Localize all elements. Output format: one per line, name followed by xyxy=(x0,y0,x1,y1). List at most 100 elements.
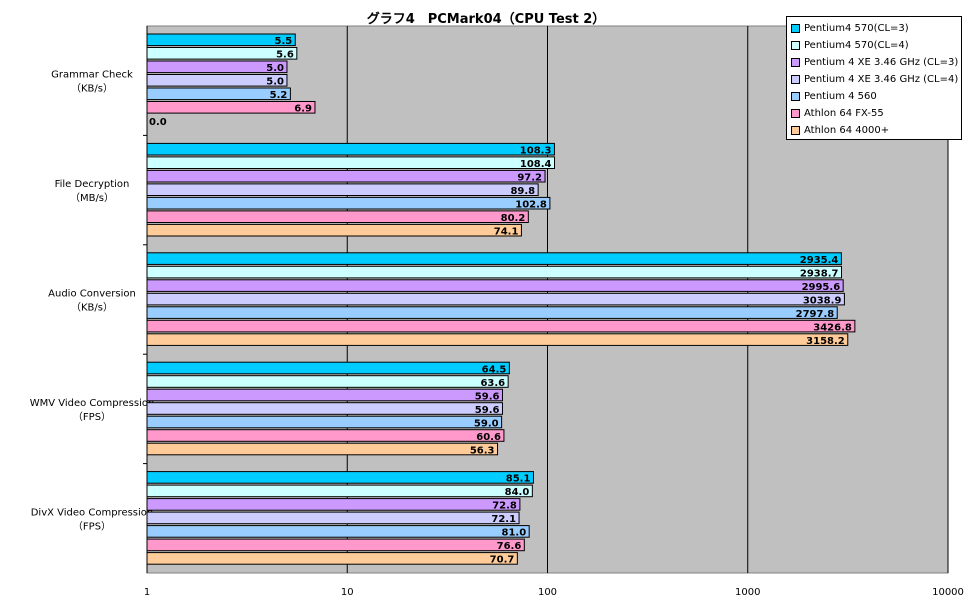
legend-item: Pentium 4 XE 3.46 GHz (CL=3) xyxy=(791,54,959,71)
x-tick-label: 1000 xyxy=(735,587,760,598)
data-label: 63.6 xyxy=(480,378,505,389)
data-label: 84.0 xyxy=(505,487,530,498)
data-label: 3158.2 xyxy=(806,336,845,347)
bar xyxy=(146,442,499,456)
category-label: （FPS） xyxy=(73,520,111,532)
chart-title: グラフ4 PCMark04（CPU Test 2） xyxy=(366,12,606,27)
data-label: 2797.8 xyxy=(796,309,835,320)
data-label: 5.6 xyxy=(276,50,294,61)
legend-label: Pentium 4 XE 3.46 GHz (CL=3) xyxy=(804,57,959,68)
data-label: 3038.9 xyxy=(803,295,842,306)
legend-item: Athlon 64 4000+ xyxy=(791,122,957,139)
bar xyxy=(146,169,546,183)
data-label: 59.6 xyxy=(475,391,500,402)
bar xyxy=(146,183,539,196)
data-label: 60.6 xyxy=(476,432,501,443)
data-label: 5.5 xyxy=(275,36,293,47)
bar xyxy=(146,292,845,306)
legend-swatch xyxy=(791,126,800,135)
data-label: 3426.8 xyxy=(813,322,852,333)
bar xyxy=(146,429,505,442)
bar xyxy=(146,156,556,169)
bar xyxy=(146,375,509,388)
x-tick-label: 10 xyxy=(341,587,354,598)
data-label: 6.9 xyxy=(294,104,312,115)
bar xyxy=(146,538,525,552)
data-label: 89.8 xyxy=(510,186,535,197)
data-label: 70.7 xyxy=(490,555,515,566)
category-label: File Decryption xyxy=(55,179,130,190)
legend-swatch xyxy=(791,58,800,67)
bar xyxy=(146,415,503,429)
legend-swatch xyxy=(791,41,800,50)
legend-swatch xyxy=(791,24,800,33)
legend-label: Athlon 64 4000+ xyxy=(804,125,890,136)
legend-swatch xyxy=(791,92,800,101)
bar xyxy=(146,552,518,565)
legend: Pentium4 570(CL=3) Pentium4 570(CL=4) Pent… xyxy=(786,16,962,140)
data-label: 59.0 xyxy=(474,418,499,429)
data-label: 81.0 xyxy=(501,528,526,539)
bar xyxy=(146,388,503,402)
data-label: 5.0 xyxy=(266,63,284,74)
category-label: （KB/s） xyxy=(71,302,113,314)
bar xyxy=(146,402,503,415)
x-tick-label: 100 xyxy=(538,587,557,598)
category-label: （KB/s） xyxy=(71,83,113,95)
category-label: （MB/s） xyxy=(70,192,114,204)
data-label: 5.0 xyxy=(266,77,284,88)
legend-item: Pentium4 570(CL=4) xyxy=(791,37,957,54)
bar xyxy=(146,252,842,265)
category-label: Audio Conversion xyxy=(48,289,136,300)
bar xyxy=(146,142,555,156)
data-label: 2935.4 xyxy=(800,255,839,266)
bar xyxy=(146,101,316,114)
x-tick-label: 1 xyxy=(144,587,150,598)
bar xyxy=(146,60,288,74)
bar xyxy=(146,279,844,292)
data-label: 97.2 xyxy=(517,173,542,184)
data-label: 102.8 xyxy=(515,200,547,211)
data-label: 74.1 xyxy=(494,227,519,238)
bar xyxy=(146,33,296,47)
data-label: 85.1 xyxy=(506,474,531,485)
bar xyxy=(146,319,856,333)
data-label: 76.6 xyxy=(497,541,522,552)
data-label: 2938.7 xyxy=(800,268,839,279)
data-label: 108.3 xyxy=(520,146,552,157)
data-label: 64.5 xyxy=(482,364,507,375)
bar xyxy=(146,306,838,319)
category-label: WMV Video Compression xyxy=(30,398,155,409)
data-label: 72.1 xyxy=(491,514,516,525)
bar xyxy=(146,265,842,279)
data-label: 59.6 xyxy=(475,405,500,416)
legend-item: Pentium4 570(CL=3) xyxy=(791,20,957,37)
x-tick-label: 10000 xyxy=(932,587,964,598)
bar xyxy=(146,47,298,60)
legend-item: Pentium 4 XE 3.46 GHz (CL=4) xyxy=(791,71,958,88)
legend-label: Pentium4 570(CL=4) xyxy=(804,40,909,51)
bar xyxy=(146,484,533,498)
data-label: 56.3 xyxy=(470,445,495,456)
data-label: 80.2 xyxy=(501,213,526,224)
legend-label: Athlon 64 FX-55 xyxy=(804,108,884,119)
legend-item: Athlon 64 FX-55 xyxy=(791,105,957,122)
bar xyxy=(146,87,291,101)
data-label: 108.4 xyxy=(520,159,552,170)
bar xyxy=(146,333,849,346)
legend-swatch xyxy=(791,109,800,118)
bar xyxy=(146,498,521,511)
bar xyxy=(146,525,530,538)
data-label: 5.2 xyxy=(270,90,288,101)
data-label: 0.0 xyxy=(149,117,167,128)
data-label: 72.8 xyxy=(492,501,517,512)
bar xyxy=(146,74,288,87)
bar xyxy=(146,471,534,484)
category-label: （FPS） xyxy=(73,411,111,423)
category-label: DivX Video Compression xyxy=(31,507,154,518)
legend-swatch xyxy=(791,75,800,84)
bar xyxy=(146,210,529,223)
bar xyxy=(146,361,510,375)
legend-label: Pentium 4 560 xyxy=(804,91,877,102)
bar xyxy=(146,196,551,210)
